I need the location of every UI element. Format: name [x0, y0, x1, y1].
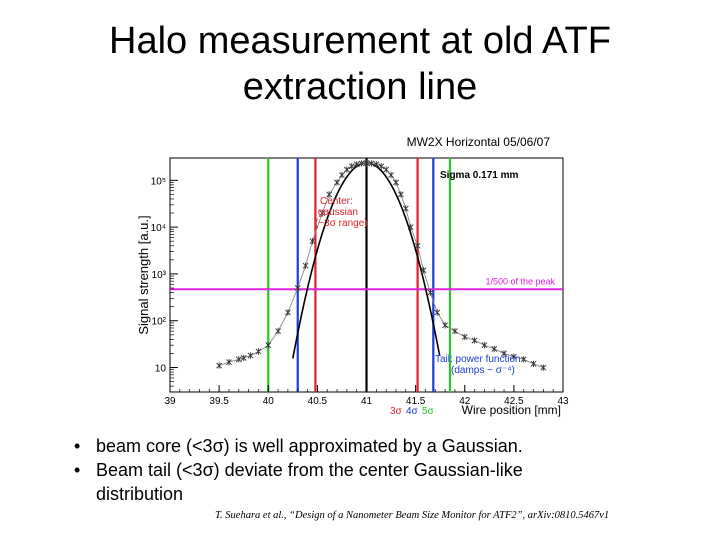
data-point — [452, 327, 458, 335]
center-annotation: gaussian — [318, 207, 358, 218]
x-tick-label: 42.5 — [504, 396, 524, 407]
data-point — [326, 191, 333, 198]
data-point — [434, 309, 441, 316]
y-tick-label: 10 — [155, 364, 167, 375]
x-tick-label: 40.5 — [308, 396, 328, 407]
x-tick-label: 41.5 — [406, 396, 426, 407]
chart-title: MW2X Horizontal 05/06/07 — [407, 135, 551, 149]
data-point — [319, 209, 326, 217]
data-point — [294, 284, 301, 292]
y-tick-label: 10³ — [152, 270, 167, 281]
data-point — [334, 179, 340, 186]
data-point — [373, 161, 380, 168]
sigma-mark-4: 4σ — [406, 406, 419, 417]
slide-title-line2: extraction line — [242, 66, 478, 108]
data-point — [420, 267, 427, 274]
data-point — [216, 362, 223, 369]
data-point — [235, 356, 242, 363]
slide-title-line1: Halo measurement at old ATF — [109, 20, 611, 62]
sigma-symbol: σ — [212, 436, 224, 456]
data-point — [378, 163, 385, 170]
halo-plot: MW2X Horizontal 05/06/07 1/500 of the pe… — [135, 128, 570, 420]
chart-svg: MW2X Horizontal 05/06/07 1/500 of the pe… — [135, 128, 570, 420]
data-point — [309, 238, 316, 245]
data-point — [530, 360, 537, 368]
bullet-text: distribution — [96, 484, 184, 504]
data-point — [348, 163, 355, 170]
data-point — [358, 160, 365, 167]
data-point — [247, 352, 254, 359]
bullet-2: • Beam tail (<3σ) deviate from the center… — [70, 458, 710, 482]
data-point — [491, 345, 498, 353]
bullet-1: • beam core (<3σ) is well approximated by… — [70, 434, 710, 458]
bullet-marker: • — [74, 436, 81, 456]
data-point — [461, 333, 468, 341]
horizontal-line-label: 1/500 of the peak — [485, 276, 555, 286]
center-annotation: Center: — [320, 196, 353, 207]
y-tick-label: 10⁵ — [151, 176, 166, 187]
data-point — [265, 342, 272, 349]
bullet-3: distribution — [70, 482, 710, 506]
data-point — [393, 179, 399, 186]
data-point — [383, 166, 390, 173]
x-tick-label: 39 — [164, 396, 176, 407]
tail-annotation: (damps ~ σ⁻⁴) — [451, 365, 515, 376]
data-point — [353, 161, 360, 168]
x-axis-label: Wire position [mm] — [462, 403, 561, 417]
sigma-box-label: Sigma 0.171 mm — [440, 170, 518, 181]
data-point — [226, 358, 232, 366]
bullet-list: • beam core (<3σ) is well approximated by… — [70, 434, 710, 506]
bullet-text: ) is well approximated by a Gaussian. — [223, 436, 523, 456]
data-point — [510, 353, 517, 360]
data-point — [540, 364, 547, 371]
y-tick-label: 10² — [152, 317, 167, 328]
data-point — [284, 309, 291, 316]
y-axis-label: Signal strength [a.u.] — [136, 215, 151, 334]
data-point — [275, 327, 281, 335]
x-tick-label: 40 — [263, 396, 275, 407]
data-point — [363, 159, 370, 167]
citation: T. Suehara et al., “Design of a Nanomete… — [215, 510, 610, 521]
data-point — [397, 191, 404, 198]
data-point — [240, 354, 247, 362]
sigma-mark-5: 5σ — [422, 406, 435, 417]
data-point — [339, 171, 345, 179]
data-point — [343, 166, 350, 173]
data-point — [407, 223, 414, 231]
data-point — [302, 262, 309, 269]
x-tick-label: 39.5 — [209, 396, 229, 407]
data-point — [388, 171, 394, 179]
sigma-mark-3: 3σ — [390, 406, 403, 417]
data-point — [520, 356, 527, 363]
data-point — [427, 289, 434, 296]
y-tick-label: 10⁴ — [151, 223, 166, 234]
data-point — [442, 322, 449, 329]
data-point — [402, 205, 409, 212]
sigma-symbol: σ — [202, 460, 214, 480]
data-point — [481, 342, 488, 349]
bullet-text: Beam tail (<3 — [96, 460, 203, 480]
bullet-text: beam core (<3 — [96, 436, 213, 456]
x-tick-label: 41 — [361, 396, 373, 407]
data-point — [368, 160, 375, 167]
data-point — [501, 350, 507, 357]
bullet-text: ) deviate from the center Gaussian-like — [213, 460, 523, 480]
data-point — [414, 242, 421, 249]
tail-annotation: Tail: power function — [435, 354, 521, 365]
x-tick-label: 43 — [557, 396, 569, 407]
data-point — [255, 348, 262, 355]
x-tick-label: 42 — [459, 396, 471, 407]
data-point — [471, 337, 478, 344]
bullet-marker: • — [74, 460, 81, 480]
center-annotation: (~3σ range) — [315, 218, 368, 229]
